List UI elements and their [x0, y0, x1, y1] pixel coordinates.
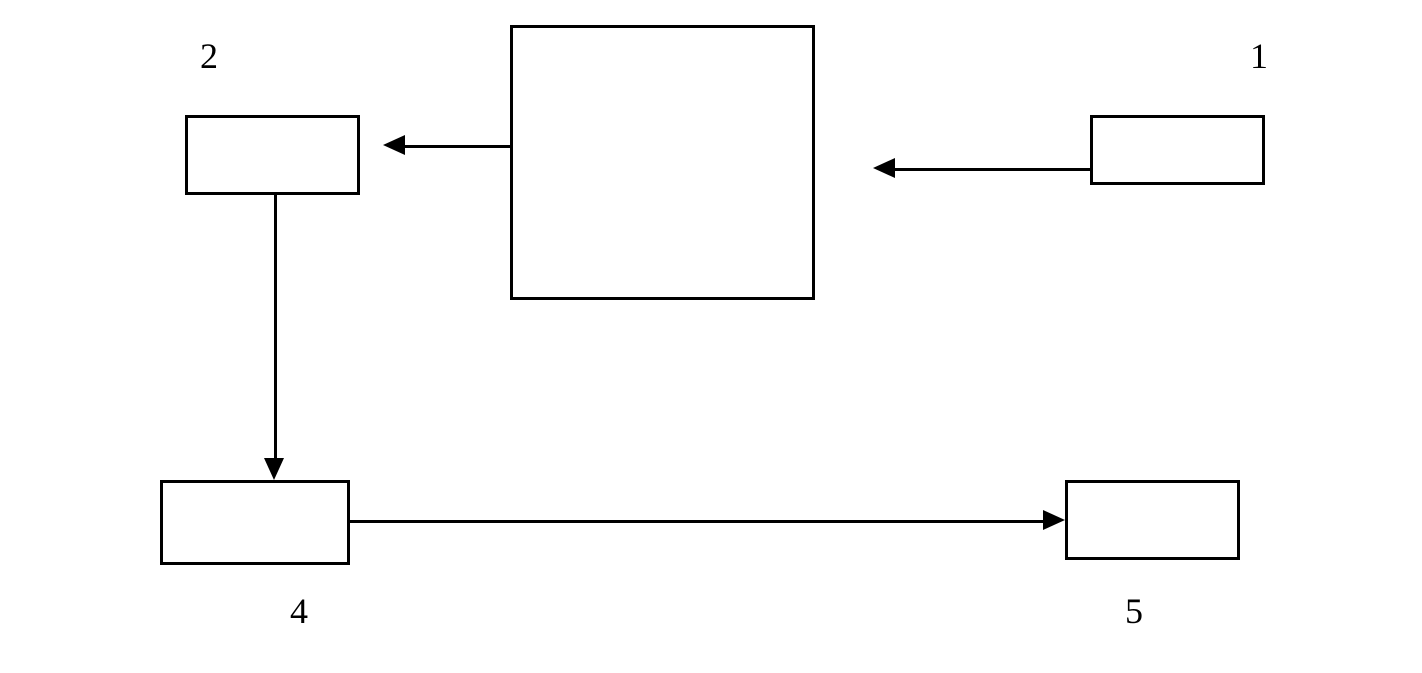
diagram-node-5 — [1065, 480, 1240, 560]
diagram-node-1 — [1090, 115, 1265, 185]
diagram-label-4: 4 — [290, 590, 308, 632]
edge-4-to-5-line — [350, 520, 1043, 523]
edge-4-to-5-head — [1043, 510, 1065, 530]
diagram-label-1: 1 — [1250, 35, 1268, 77]
edge-2-to-4-head — [264, 458, 284, 480]
diagram-node-3 — [510, 25, 815, 300]
edge-1-to-3-line — [895, 168, 1090, 171]
edge-2-to-4-line — [274, 195, 277, 458]
edge-1-to-3-head — [873, 158, 895, 178]
diagram-label-5: 5 — [1125, 590, 1143, 632]
diagram-node-4 — [160, 480, 350, 565]
edge-3-to-2-line — [405, 145, 510, 148]
diagram-label-2: 2 — [200, 35, 218, 77]
diagram-node-2 — [185, 115, 360, 195]
edge-3-to-2-head — [383, 135, 405, 155]
